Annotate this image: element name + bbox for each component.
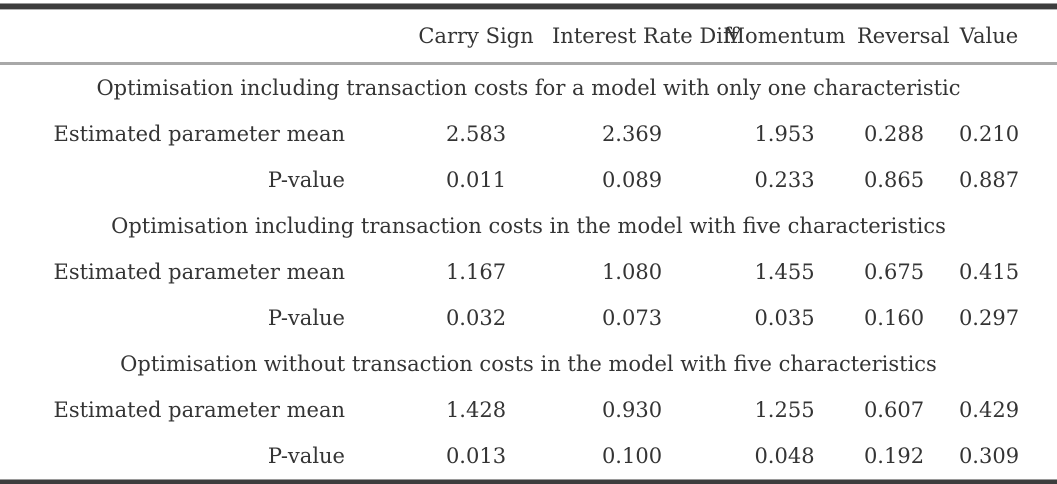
cell-value: 2.369 — [601, 122, 663, 146]
cell-value: 1.428 — [445, 398, 507, 422]
cell-value: 1.953 — [754, 122, 815, 146]
row-label: P-value — [267, 444, 345, 468]
col-header-carry-sign: Carry Sign — [400, 10, 552, 65]
cell-value: 0.429 — [958, 398, 1020, 422]
section-title-row: Optimisation without transaction costs i… — [0, 341, 1057, 387]
table-row: P-value 0.013 0.100 0.048 0.192 0.309 — [0, 433, 1057, 479]
cell-value: 0.233 — [754, 168, 815, 192]
table-header-row: Carry Sign Interest Rate Diff Momentum R… — [0, 10, 1057, 65]
row-label: P-value — [267, 306, 345, 330]
cell-value: 0.415 — [958, 260, 1020, 284]
row-label: Estimated parameter mean — [53, 122, 345, 146]
cell-value: 0.675 — [863, 260, 925, 284]
cell-value: 0.048 — [754, 444, 815, 468]
cell-value: 0.309 — [958, 444, 1020, 468]
table-row: P-value 0.011 0.089 0.233 0.865 0.887 — [0, 157, 1057, 203]
section-title-row: Optimisation including transaction costs… — [0, 64, 1057, 112]
col-header-interest-rate-diff: Interest Rate Diff — [552, 10, 738, 65]
cell-value: 0.297 — [958, 306, 1020, 330]
table-row: P-value 0.032 0.073 0.035 0.160 0.297 — [0, 295, 1057, 341]
cell-value: 0.887 — [958, 168, 1020, 192]
cell-value: 0.032 — [445, 306, 507, 330]
cell-value: 0.865 — [863, 168, 925, 192]
table-top-rule — [0, 3, 1057, 10]
section-title: Optimisation without transaction costs i… — [120, 352, 937, 376]
cell-value: 0.013 — [445, 444, 507, 468]
table-row: Estimated parameter mean 1.428 0.930 1.2… — [0, 387, 1057, 433]
section-title: Optimisation including transaction costs… — [96, 76, 961, 100]
col-header-momentum: Momentum — [712, 10, 857, 65]
row-label: Estimated parameter mean — [53, 398, 345, 422]
cell-value: 0.011 — [445, 168, 507, 192]
cell-value: 1.167 — [445, 260, 507, 284]
col-header-empty — [0, 10, 400, 65]
cell-value: 0.160 — [863, 306, 925, 330]
table-row: Estimated parameter mean 2.583 2.369 1.9… — [0, 111, 1057, 157]
results-table: Carry Sign Interest Rate Diff Momentum R… — [0, 10, 1057, 479]
cell-value: 0.073 — [601, 306, 663, 330]
cell-value: 1.455 — [754, 260, 815, 284]
col-header-reversal: Reversal — [857, 10, 950, 65]
row-label: Estimated parameter mean — [53, 260, 345, 284]
cell-value: 1.255 — [754, 398, 815, 422]
section-title: Optimisation including transaction costs… — [111, 214, 946, 238]
cell-value: 0.930 — [601, 398, 663, 422]
cell-value: 0.100 — [601, 444, 663, 468]
cell-value: 1.080 — [601, 260, 663, 284]
cell-value: 0.288 — [863, 122, 925, 146]
cell-value: 2.583 — [445, 122, 507, 146]
cell-value: 0.192 — [863, 444, 925, 468]
section-title-row: Optimisation including transaction costs… — [0, 203, 1057, 249]
col-header-value: Value — [947, 10, 1057, 65]
table-row: Estimated parameter mean 1.167 1.080 1.4… — [0, 249, 1057, 295]
cell-value: 0.210 — [958, 122, 1020, 146]
cell-value: 0.089 — [601, 168, 663, 192]
cell-value: 0.607 — [863, 398, 925, 422]
cell-value: 0.035 — [754, 306, 815, 330]
row-label: P-value — [267, 168, 345, 192]
table-bottom-rule — [0, 479, 1057, 484]
